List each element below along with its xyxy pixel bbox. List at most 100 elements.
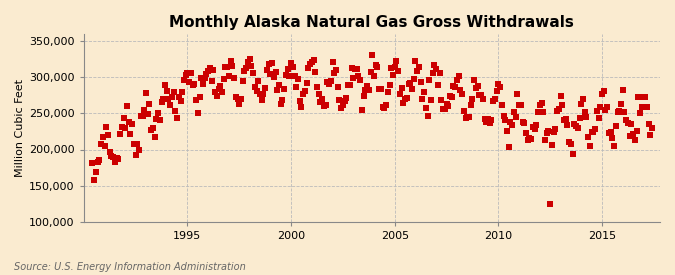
- Point: [165, 103, 176, 108]
- Point: [282, 67, 293, 72]
- Point: [351, 67, 362, 72]
- Point: [213, 87, 224, 91]
- Point: [597, 92, 608, 96]
- Point: [246, 64, 256, 68]
- Point: [111, 156, 122, 161]
- Point: [551, 109, 562, 113]
- Point: [637, 105, 647, 110]
- Point: [113, 157, 124, 161]
- Point: [108, 155, 119, 159]
- Point: [505, 120, 516, 124]
- Point: [99, 143, 110, 148]
- Point: [105, 150, 115, 154]
- Point: [489, 97, 500, 101]
- Point: [593, 116, 604, 120]
- Point: [334, 98, 345, 103]
- Point: [251, 89, 262, 94]
- Point: [607, 136, 618, 141]
- Point: [275, 101, 286, 106]
- Point: [103, 133, 113, 138]
- Point: [645, 132, 655, 137]
- Point: [115, 132, 126, 137]
- Point: [327, 60, 338, 64]
- Point: [215, 84, 225, 88]
- Point: [137, 114, 148, 118]
- Point: [230, 95, 241, 99]
- Point: [493, 82, 504, 86]
- Point: [567, 152, 578, 156]
- Point: [260, 86, 271, 90]
- Point: [519, 120, 530, 125]
- Point: [346, 65, 357, 70]
- Point: [389, 65, 400, 69]
- Point: [394, 92, 405, 96]
- Point: [588, 130, 599, 134]
- Point: [208, 68, 219, 73]
- Point: [168, 89, 179, 94]
- Point: [543, 129, 554, 134]
- Point: [289, 74, 300, 79]
- Point: [218, 77, 229, 81]
- Point: [384, 82, 395, 87]
- Point: [325, 79, 336, 84]
- Point: [387, 73, 398, 77]
- Point: [578, 97, 589, 101]
- Point: [476, 92, 487, 97]
- Point: [372, 64, 383, 69]
- Title: Monthly Alaska Natural Gas Gross Withdrawals: Monthly Alaska Natural Gas Gross Withdra…: [169, 15, 574, 30]
- Point: [626, 122, 637, 126]
- Point: [601, 105, 612, 109]
- Point: [619, 110, 630, 114]
- Point: [132, 142, 142, 146]
- Point: [151, 117, 162, 121]
- Point: [441, 102, 452, 106]
- Point: [598, 88, 609, 93]
- Point: [118, 116, 129, 120]
- Point: [605, 130, 616, 134]
- Point: [196, 76, 207, 80]
- Point: [612, 110, 623, 114]
- Point: [335, 106, 346, 110]
- Point: [536, 101, 547, 105]
- Point: [400, 97, 410, 102]
- Point: [643, 122, 654, 126]
- Point: [222, 65, 233, 69]
- Point: [249, 84, 260, 89]
- Point: [616, 101, 626, 106]
- Point: [484, 121, 495, 126]
- Point: [564, 140, 574, 145]
- Point: [529, 127, 540, 131]
- Point: [581, 115, 592, 119]
- Point: [618, 88, 628, 93]
- Point: [267, 61, 277, 65]
- Point: [557, 103, 568, 107]
- Point: [279, 87, 290, 91]
- Point: [136, 113, 146, 118]
- Point: [263, 61, 274, 66]
- Point: [424, 78, 435, 82]
- Point: [227, 64, 238, 68]
- Point: [457, 92, 468, 96]
- Point: [269, 75, 279, 79]
- Point: [360, 88, 371, 93]
- Point: [379, 106, 389, 110]
- Point: [374, 87, 385, 91]
- Point: [393, 69, 404, 73]
- Point: [547, 143, 558, 147]
- Point: [229, 76, 240, 81]
- Point: [522, 138, 533, 142]
- Point: [171, 116, 182, 120]
- Point: [498, 114, 509, 119]
- Point: [194, 95, 205, 100]
- Point: [173, 95, 184, 99]
- Point: [331, 68, 342, 73]
- Point: [242, 60, 253, 64]
- Point: [248, 71, 259, 75]
- Point: [510, 115, 521, 119]
- Point: [304, 61, 315, 66]
- Point: [641, 104, 652, 109]
- Point: [609, 144, 620, 148]
- Point: [562, 123, 573, 128]
- Point: [190, 98, 201, 103]
- Point: [460, 116, 471, 120]
